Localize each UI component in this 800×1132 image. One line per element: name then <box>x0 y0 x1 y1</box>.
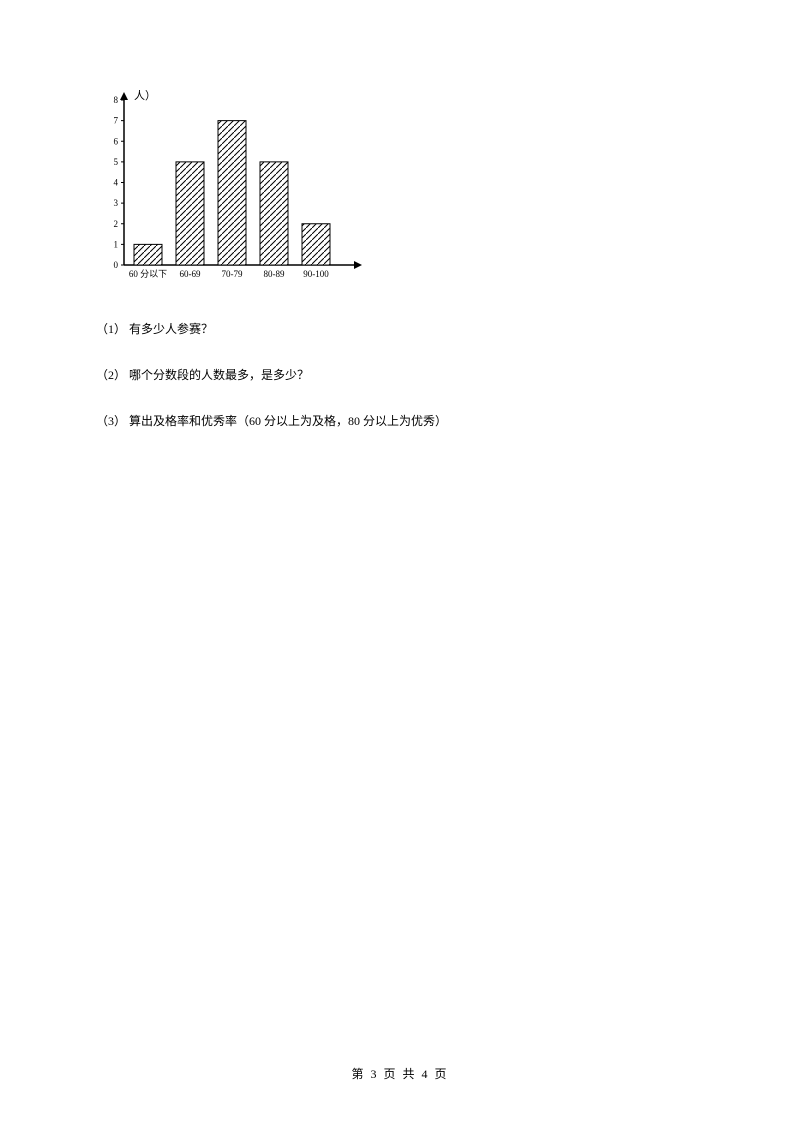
svg-text:6: 6 <box>114 136 119 146</box>
svg-text:1: 1 <box>114 239 119 249</box>
questions-block: （1） 有多少人参赛？ （2） 哪个分数段的人数最多，是多少？ （3） 算出及格… <box>96 320 656 458</box>
bar-chart: 人） 0 1 2 3 4 5 6 7 8 60 分以下 60-69 70-79 80-89 90-100 <box>96 90 376 290</box>
footer-text: 第 3 页 共 4 页 <box>351 1067 448 1081</box>
svg-text:7: 7 <box>114 116 119 126</box>
question-1: （1） 有多少人参赛？ <box>96 320 656 338</box>
svg-text:2: 2 <box>114 219 119 229</box>
question-3: （3） 算出及格率和优秀率（60 分以上为及格，80 分以上为优秀） <box>96 412 656 430</box>
svg-text:90-100: 90-100 <box>303 269 329 279</box>
page-footer: 第 3 页 共 4 页 <box>0 1065 800 1082</box>
svg-text:3: 3 <box>114 198 119 208</box>
svg-text:0: 0 <box>114 260 119 270</box>
chart-svg: 人） 0 1 2 3 4 5 6 7 8 60 分以下 60-69 70-79 80-89 90-100 <box>96 90 376 290</box>
svg-text:8: 8 <box>114 95 119 105</box>
svg-text:4: 4 <box>114 178 119 188</box>
svg-text:5: 5 <box>114 157 119 167</box>
question-2: （2） 哪个分数段的人数最多，是多少？ <box>96 366 656 384</box>
svg-text:人）: 人） <box>134 90 156 102</box>
svg-text:60-69: 60-69 <box>180 269 201 279</box>
svg-text:70-79: 70-79 <box>222 269 243 279</box>
svg-text:80-89: 80-89 <box>264 269 285 279</box>
svg-text:60 分以下: 60 分以下 <box>129 269 167 279</box>
